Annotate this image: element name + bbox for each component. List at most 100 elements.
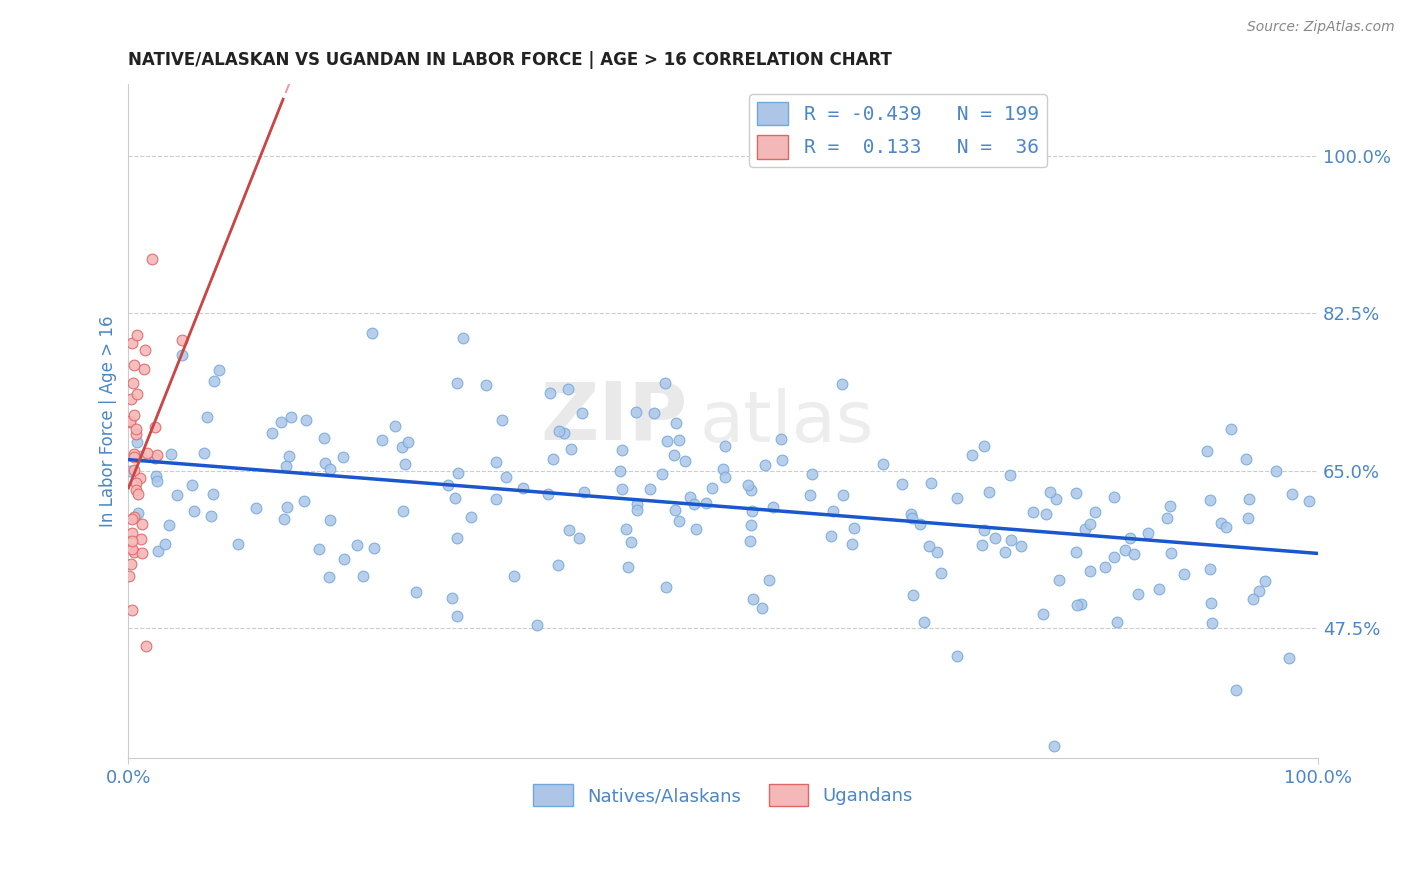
Point [614,522,637,536]
Point [121,603,143,617]
Point [769,433,792,447]
Point [125,422,148,436]
Point [695,495,717,509]
Point [872,457,894,471]
Point [318,570,340,584]
Point [655,580,678,594]
Point [831,377,853,392]
Point [120,558,142,572]
Point [118,416,141,430]
Point [610,442,633,457]
Point [153,537,176,551]
Point [118,414,141,428]
Point [901,588,924,602]
Point [200,508,222,523]
Point [832,488,855,502]
Point [124,450,146,465]
Point [1265,464,1288,478]
Point [1211,516,1233,530]
Point [146,449,169,463]
Point [1094,560,1116,574]
Point [121,512,143,526]
Point [683,497,706,511]
Point [751,601,773,615]
Point [1159,500,1181,514]
Point [560,442,582,457]
Point [314,456,336,470]
Point [195,410,218,425]
Point [1010,539,1032,553]
Point [202,487,225,501]
Point [270,415,292,429]
Point [446,376,468,390]
Point [740,518,762,533]
Point [131,516,153,531]
Point [1123,547,1146,561]
Point [276,500,298,514]
Point [124,475,146,490]
Point [170,348,193,362]
Point [925,544,948,558]
Point [1281,486,1303,500]
Point [121,336,143,351]
Point [292,493,315,508]
Point [1147,582,1170,596]
Point [983,532,1005,546]
Point [1045,491,1067,506]
Point [193,446,215,460]
Point [485,455,508,469]
Point [738,533,761,548]
Point [446,531,468,545]
Point [274,458,297,473]
Point [571,406,593,420]
Point [946,649,969,664]
Point [538,385,561,400]
Point [346,538,368,552]
Point [929,566,952,580]
Point [145,469,167,483]
Point [1237,491,1260,506]
Point [405,585,427,599]
Point [1118,531,1140,545]
Point [1102,550,1125,565]
Point [714,469,737,483]
Point [1078,564,1101,578]
Point [121,533,143,548]
Point [157,518,180,533]
Point [547,558,569,572]
Text: NATIVE/ALASKAN VS UGANDAN IN LABOR FORCE | AGE > 16 CORRELATION CHART: NATIVE/ALASKAN VS UGANDAN IN LABOR FORCE… [128,51,893,69]
Point [651,467,673,482]
Point [900,508,922,522]
Point [295,413,318,427]
Text: Source: ZipAtlas.com: Source: ZipAtlas.com [1247,20,1395,34]
Point [318,462,340,476]
Point [136,445,159,459]
Point [624,404,647,418]
Point [277,449,299,463]
Point [396,434,419,449]
Point [117,569,139,583]
Point [1156,511,1178,525]
Point [558,523,581,537]
Point [440,591,463,605]
Point [121,525,143,540]
Point [1032,607,1054,621]
Point [1039,484,1062,499]
Point [125,435,148,450]
Point [371,433,394,447]
Point [945,491,967,506]
Point [820,529,842,543]
Point [741,592,763,607]
Point [129,471,152,485]
Point [280,409,302,424]
Point [994,545,1017,559]
Point [503,568,526,582]
Point [841,536,863,550]
Point [353,569,375,583]
Point [1105,615,1128,629]
Point [170,334,193,348]
Point [617,560,640,574]
Point [1035,507,1057,521]
Point [685,522,707,536]
Point [912,615,935,629]
